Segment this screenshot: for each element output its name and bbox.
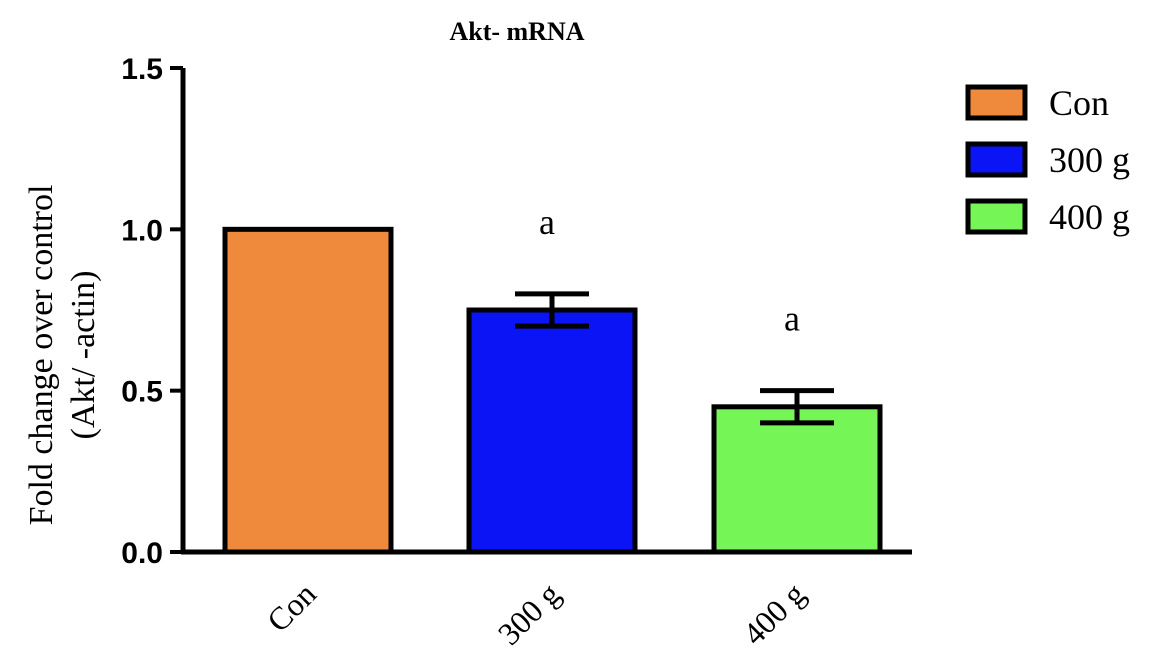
bars [222,226,883,555]
y-axis-label-line-1: Fold change over control [23,185,60,526]
legend-swatch [965,84,1028,121]
y-axis-ticks: 0.0 0.5 1.0 1.5 [121,53,183,570]
x-tick-label: Con [260,575,323,638]
significance-annotations: aa [539,202,800,339]
significance-annotation: a [539,202,555,242]
y-axis-label: Fold change over control (Akt/ -actin) [23,185,102,526]
legend-label: 300 g [1049,140,1130,180]
legend: Con 300 g 400 g [965,83,1130,237]
legend-swatch [965,198,1028,235]
chart-title: Akt- mRNA [449,17,584,46]
y-tick-label: 1.0 [121,214,163,247]
y-tick-label: 1.5 [121,53,163,86]
legend-swatch [965,141,1028,178]
x-tick-label: 300 g [491,575,567,651]
legend-label: Con [1049,83,1109,123]
bar [222,226,394,555]
y-tick-label: 0.5 [121,376,163,409]
x-axis-tick-labels: Con 300 g 400 g [260,575,812,651]
significance-annotation: a [784,299,800,339]
legend-label: 400 g [1049,197,1130,237]
x-tick-label: 400 g [736,575,812,651]
bar [466,307,638,555]
y-tick-label: 0.0 [121,537,163,570]
y-axis-label-line-2: (Akt/ -actin) [65,271,102,440]
bar [711,404,883,555]
